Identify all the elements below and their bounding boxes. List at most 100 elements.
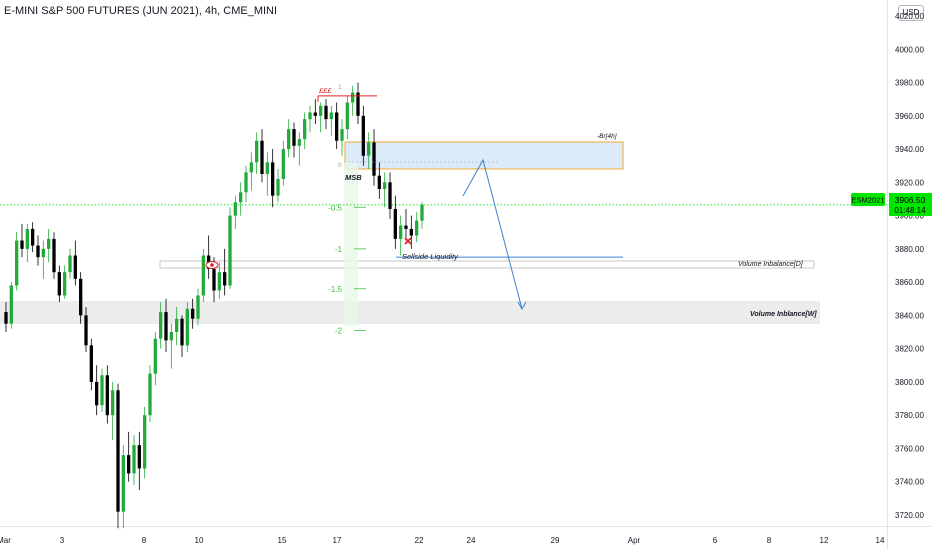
candle-body (297, 139, 301, 146)
candle[interactable] (169, 323, 173, 369)
candle[interactable] (41, 240, 45, 279)
candle[interactable] (73, 240, 77, 286)
eye-icon[interactable] (205, 261, 219, 269)
candle[interactable] (175, 307, 179, 346)
candle[interactable] (377, 162, 381, 199)
candle[interactable] (105, 365, 109, 424)
candle-body (367, 142, 371, 156)
candle-body (319, 105, 323, 116)
candle[interactable] (308, 105, 312, 133)
candle[interactable] (116, 383, 120, 529)
candle[interactable] (79, 272, 83, 324)
candle[interactable] (351, 85, 355, 116)
candle[interactable] (159, 302, 163, 349)
candle[interactable] (185, 302, 189, 352)
candle[interactable] (303, 112, 307, 150)
candle[interactable] (356, 82, 360, 125)
candle[interactable] (345, 95, 349, 140)
candle[interactable] (420, 202, 424, 229)
candle[interactable] (127, 431, 131, 482)
candle[interactable] (47, 228, 51, 263)
fib-level-zero-label: 0 (338, 162, 342, 169)
candle[interactable] (9, 282, 13, 329)
candle-body (148, 373, 152, 416)
candle[interactable] (329, 105, 333, 136)
candle-body (47, 238, 51, 249)
candle[interactable] (276, 169, 280, 203)
candle[interactable] (100, 368, 104, 412)
candle[interactable] (383, 172, 387, 208)
candle-body (164, 312, 168, 341)
candle[interactable] (63, 265, 67, 299)
candle[interactable] (260, 129, 264, 183)
candle[interactable] (196, 288, 200, 326)
candle[interactable] (367, 132, 371, 170)
volume-imbalance-daily-zone[interactable] (159, 260, 815, 269)
volume-imbalance-weekly-zone[interactable] (0, 301, 820, 324)
currency-button[interactable]: USD (898, 5, 924, 21)
candle[interactable] (191, 298, 195, 329)
candle[interactable] (404, 208, 408, 241)
candle[interactable] (399, 215, 403, 256)
candle[interactable] (148, 365, 152, 422)
y-tick-label: 3720.00 (895, 511, 924, 520)
candle[interactable] (201, 248, 205, 303)
candle[interactable] (121, 445, 125, 529)
candle[interactable] (388, 172, 392, 219)
candle-body (89, 345, 93, 382)
y-tick-label: 3760.00 (895, 444, 924, 453)
candle[interactable] (324, 99, 328, 130)
candle[interactable] (372, 129, 376, 186)
candle[interactable] (4, 302, 8, 333)
symbol-tag (851, 193, 885, 206)
candle[interactable] (335, 102, 339, 150)
candle[interactable] (287, 119, 291, 158)
candle[interactable] (137, 431, 141, 491)
x-tick-label: 17 (333, 536, 342, 545)
candle[interactable] (36, 235, 40, 266)
candle[interactable] (228, 207, 232, 289)
breaker-label: -Br[4h] (597, 133, 617, 140)
candle[interactable] (132, 435, 136, 486)
candle[interactable] (415, 212, 419, 243)
projection-arrow-path[interactable] (462, 158, 523, 310)
candle[interactable] (111, 381, 115, 441)
candle[interactable] (313, 99, 317, 125)
candle[interactable] (57, 265, 61, 303)
candle[interactable] (361, 105, 365, 166)
candle[interactable] (255, 132, 259, 175)
candle[interactable] (25, 223, 29, 263)
candle[interactable] (271, 149, 275, 208)
candle[interactable] (180, 315, 184, 357)
candle[interactable] (265, 152, 269, 196)
candle[interactable] (153, 332, 157, 386)
candle[interactable] (249, 152, 253, 191)
candle[interactable] (52, 232, 56, 279)
candle[interactable] (292, 122, 296, 158)
candle[interactable] (84, 307, 88, 352)
candle[interactable] (207, 235, 211, 279)
candle[interactable] (297, 132, 301, 166)
candle[interactable] (20, 223, 24, 258)
candle[interactable] (223, 248, 227, 296)
candle[interactable] (244, 165, 248, 203)
candle[interactable] (319, 102, 323, 133)
candle[interactable] (31, 222, 35, 253)
candle[interactable] (239, 182, 243, 216)
candle-body (324, 105, 328, 120)
candle[interactable] (164, 298, 168, 352)
candle[interactable] (95, 365, 99, 416)
candle[interactable] (15, 232, 19, 291)
candle-body (153, 338, 157, 374)
candle[interactable] (340, 119, 344, 156)
candle[interactable] (393, 195, 397, 249)
candle[interactable] (281, 140, 285, 186)
candle[interactable] (217, 262, 221, 299)
candle[interactable] (143, 406, 147, 479)
candle[interactable] (233, 195, 237, 229)
candle[interactable] (89, 338, 93, 391)
candle[interactable] (68, 248, 72, 279)
x-tick-label: 29 (551, 536, 560, 545)
candle-body (228, 215, 232, 286)
